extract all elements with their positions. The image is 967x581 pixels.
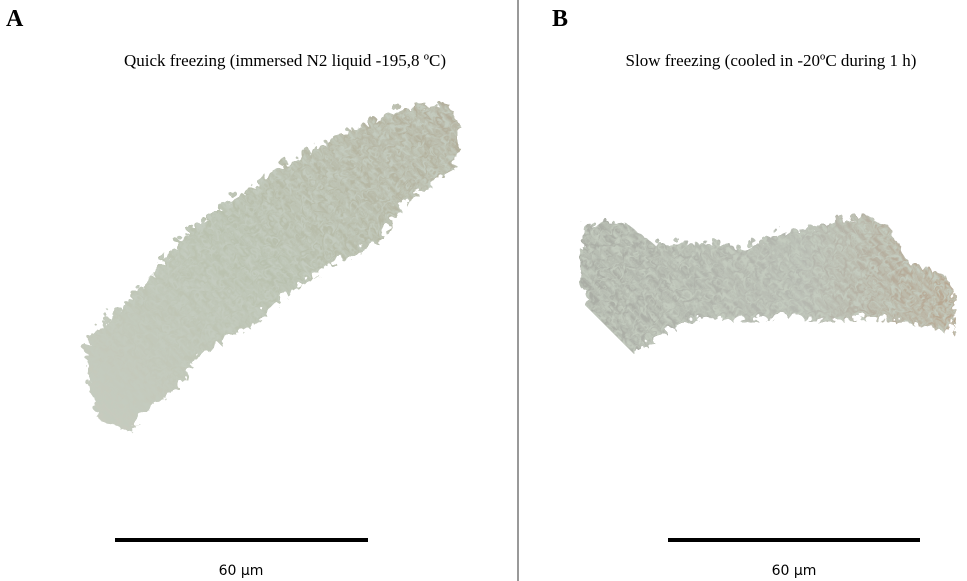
- specimen-image: [82, 100, 458, 428]
- panel-caption: Slow freezing (cooled in -20ºC during 1 …: [626, 51, 917, 70]
- panel-letter: A: [6, 6, 24, 32]
- scale-label: 60 µm: [772, 563, 817, 579]
- panel-letter: B: [552, 6, 568, 32]
- scale-bar: [115, 538, 368, 542]
- scale-bar: [668, 538, 920, 542]
- panel-caption: Quick freezing (immersed N2 liquid -195,…: [124, 51, 446, 70]
- scale-label: 60 µm: [219, 563, 264, 579]
- specimen-image: [578, 212, 952, 350]
